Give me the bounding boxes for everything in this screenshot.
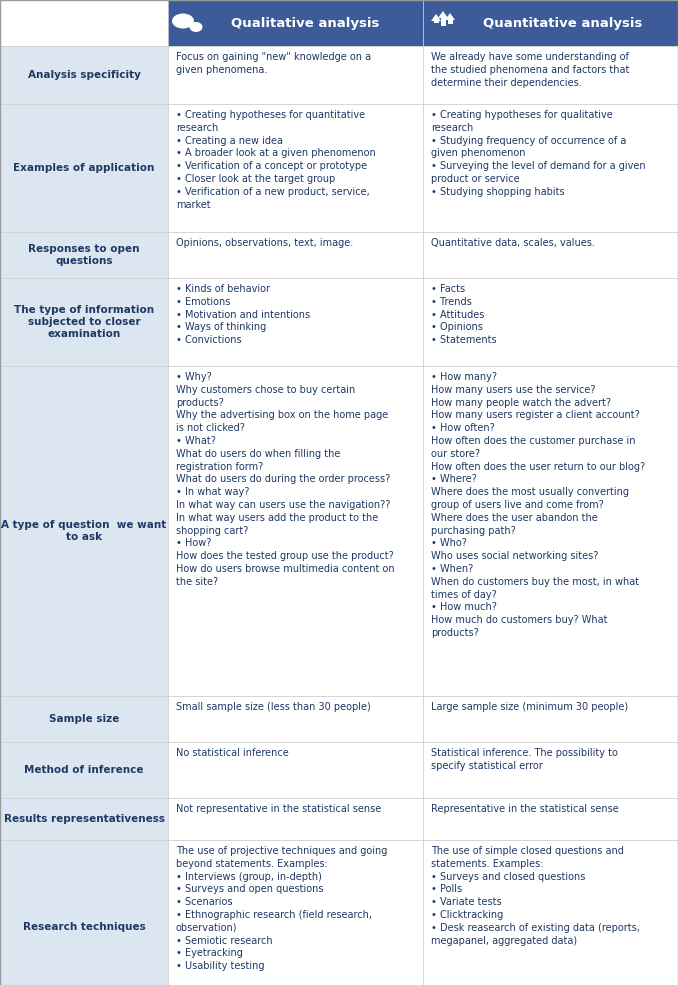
- Text: We already have some understanding of
the studied phenomena and factors that
det: We already have some understanding of th…: [431, 52, 629, 88]
- Text: Method of inference: Method of inference: [24, 765, 144, 775]
- Text: Not representative in the statistical sense: Not representative in the statistical se…: [176, 804, 381, 814]
- Bar: [423, 0, 678, 46]
- Text: Small sample size (less than 30 people): Small sample size (less than 30 people): [176, 702, 371, 712]
- Bar: [423, 798, 678, 840]
- Text: Responses to open
questions: Responses to open questions: [28, 244, 140, 266]
- Text: Focus on gaining "new" knowledge on a
given phenomena.: Focus on gaining "new" knowledge on a gi…: [176, 52, 371, 75]
- Bar: [168, 840, 423, 985]
- Bar: [0, 840, 168, 985]
- Bar: [423, 46, 678, 104]
- Text: • Kinds of behavior
• Emotions
• Motivation and intentions
• Ways of thinking
• : • Kinds of behavior • Emotions • Motivat…: [176, 284, 310, 345]
- Bar: [168, 232, 423, 278]
- Text: Quantitative data, scales, values.: Quantitative data, scales, values.: [431, 238, 595, 248]
- Bar: [168, 0, 423, 46]
- Bar: [423, 696, 678, 742]
- Bar: [0, 696, 168, 742]
- Text: The type of information
subjected to closer
examination: The type of information subjected to clo…: [14, 304, 154, 340]
- Text: Analysis specificity: Analysis specificity: [28, 70, 140, 80]
- Text: • Creating hypotheses for qualitative
research
• Studying frequency of occurrenc: • Creating hypotheses for qualitative re…: [431, 110, 645, 197]
- Text: • Facts
• Trends
• Attitudes
• Opinions
• Statements: • Facts • Trends • Attitudes • Opinions …: [431, 284, 496, 345]
- Text: • How many?
How many users use the service?
How many people watch the advert?
Ho: • How many? How many users use the servi…: [431, 372, 645, 638]
- Text: The use of simple closed questions and
statements. Examples:
• Surveys and close: The use of simple closed questions and s…: [431, 846, 640, 946]
- Bar: [0, 798, 168, 840]
- Polygon shape: [438, 11, 448, 18]
- Text: Opinions, observations, text, image.: Opinions, observations, text, image.: [176, 238, 353, 248]
- Text: Large sample size (minimum 30 people): Large sample size (minimum 30 people): [431, 702, 628, 712]
- Text: • Creating hypotheses for quantitative
research
• Creating a new idea
• A broade: • Creating hypotheses for quantitative r…: [176, 110, 376, 210]
- Bar: [0, 104, 168, 232]
- Bar: [168, 742, 423, 798]
- Bar: [168, 366, 423, 696]
- Ellipse shape: [172, 14, 194, 29]
- Bar: [168, 798, 423, 840]
- Bar: [423, 366, 678, 696]
- Bar: [423, 232, 678, 278]
- Text: Representative in the statistical sense: Representative in the statistical sense: [431, 804, 619, 814]
- Bar: [0, 232, 168, 278]
- Bar: [423, 840, 678, 985]
- Bar: [0, 0, 168, 46]
- Text: Sample size: Sample size: [49, 714, 119, 724]
- Bar: [168, 696, 423, 742]
- Bar: [441, 16, 445, 26]
- Bar: [0, 366, 168, 696]
- Text: Results representativeness: Results representativeness: [3, 814, 165, 824]
- Text: Research techniques: Research techniques: [22, 923, 145, 933]
- Bar: [0, 46, 168, 104]
- Bar: [168, 104, 423, 232]
- Bar: [423, 278, 678, 366]
- Bar: [168, 278, 423, 366]
- Text: Examples of application: Examples of application: [14, 163, 155, 173]
- Text: A type of question  we want
to ask: A type of question we want to ask: [1, 520, 167, 542]
- Text: Statistical inference. The possibility to
specify statistical error: Statistical inference. The possibility t…: [431, 748, 618, 771]
- Polygon shape: [445, 13, 455, 20]
- Ellipse shape: [189, 22, 203, 32]
- Bar: [0, 278, 168, 366]
- Text: • Why?
Why customers chose to buy certain
products?
Why the advertising box on t: • Why? Why customers chose to buy certai…: [176, 372, 395, 587]
- Text: The use of projective techniques and going
beyond statements. Examples:
• Interv: The use of projective techniques and goi…: [176, 846, 387, 971]
- Bar: [447, 18, 452, 24]
- Polygon shape: [431, 14, 441, 21]
- Text: Qualitative analysis: Qualitative analysis: [231, 17, 380, 30]
- Bar: [0, 742, 168, 798]
- Bar: [168, 46, 423, 104]
- Text: Quantitative analysis: Quantitative analysis: [483, 17, 642, 30]
- Bar: [423, 104, 678, 232]
- Text: No statistical inference: No statistical inference: [176, 748, 289, 758]
- Bar: [433, 19, 439, 23]
- Bar: [423, 742, 678, 798]
